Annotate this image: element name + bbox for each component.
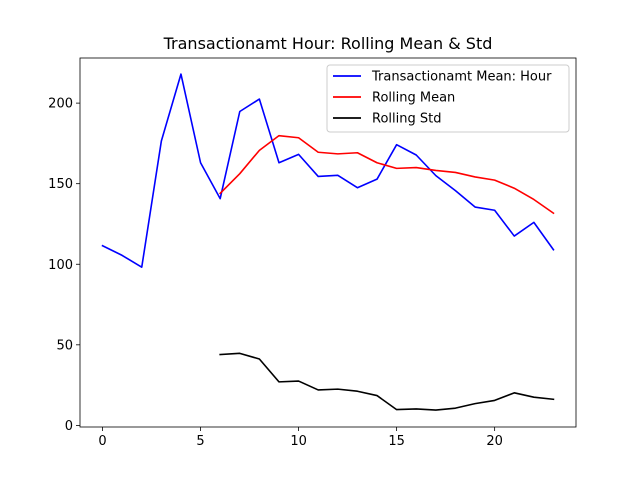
y-tick-label: 150 [48, 177, 73, 192]
legend-box [326, 64, 570, 133]
y-tick-label: 100 [48, 258, 73, 273]
legend-items: Transactionamt Mean: Hour Rolling Mean Rol… [333, 70, 552, 127]
legend-label: Rolling Mean [372, 91, 455, 106]
legend: Transactionamt Mean: Hour Rolling Mean Rol… [326, 64, 570, 133]
series-line-1 [219, 134, 555, 215]
y-tick-label: 0 [65, 419, 73, 434]
x-tick-label: 15 [388, 434, 405, 449]
series-line-2 [219, 352, 555, 411]
series-line-0 [101, 73, 555, 268]
axes-layer [79, 57, 577, 428]
y-axis-ticks: 0 50 100 150 200 [48, 97, 80, 434]
legend-label: Transactionamt Mean: Hour [371, 70, 552, 85]
x-tick-label: 0 [98, 434, 106, 449]
y-tick-label: 50 [56, 338, 73, 353]
x-tick-label: 20 [486, 434, 503, 449]
series-layer [101, 73, 555, 411]
x-tick-label: 10 [290, 434, 307, 449]
y-tick-label: 200 [48, 97, 73, 112]
axes-frame [79, 57, 577, 428]
legend-label: Rolling Std [372, 112, 441, 127]
x-tick-label: 5 [196, 434, 204, 449]
chart-title: Transactionamt Hour: Rolling Mean & Std [163, 34, 493, 53]
x-axis-ticks: 0 5 10 15 20 [98, 427, 503, 449]
